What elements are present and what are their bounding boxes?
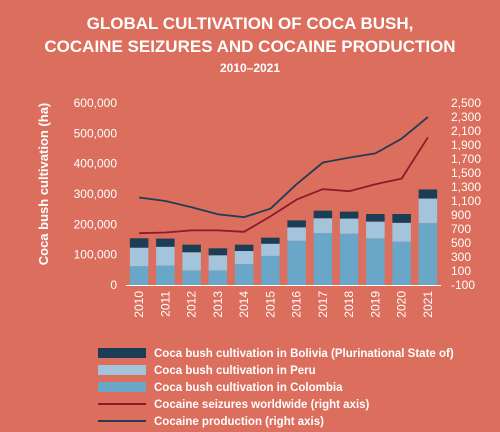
y2-tick-label-11: 2,100 bbox=[451, 124, 481, 138]
bar-2-2010 bbox=[129, 238, 149, 248]
bar-1-2011 bbox=[156, 246, 175, 266]
y2-tick-label-0: -100 bbox=[451, 278, 475, 292]
bar-1-2018 bbox=[339, 218, 359, 234]
x-tick-label-2015: 2015 bbox=[263, 291, 277, 318]
legend-label-1: Coca bush cultivation in Peru bbox=[154, 365, 316, 377]
y2-tick-label-13: 2,500 bbox=[451, 96, 481, 110]
bar-0-2011 bbox=[156, 265, 175, 285]
y2-tick-label-5: 900 bbox=[451, 208, 471, 222]
bar-2-2014 bbox=[234, 244, 254, 252]
bar-0-2019 bbox=[366, 238, 385, 285]
legend-swatch-0 bbox=[98, 348, 146, 358]
line-series-1 bbox=[138, 116, 429, 219]
bar-1-2017 bbox=[313, 218, 333, 234]
bar-2-2019 bbox=[366, 214, 385, 222]
y-axis-title: Coca bush cultivation (ha) bbox=[36, 103, 51, 266]
bar-2-2020 bbox=[392, 214, 411, 223]
legend-label-3: Cocaine seizures worldwide (right axis) bbox=[154, 399, 370, 411]
bar-2-2018 bbox=[339, 211, 359, 219]
bar-0-2012 bbox=[182, 270, 201, 285]
bar-1-2019 bbox=[366, 221, 385, 239]
legend: Coca bush cultivation in Bolivia (Plurin… bbox=[98, 348, 454, 428]
bar-2-2017 bbox=[313, 210, 333, 219]
bar-2-2013 bbox=[208, 248, 228, 256]
y-tick-label-1: 100,000 bbox=[74, 248, 118, 262]
chart-subtitle: 2010–2021 bbox=[220, 61, 280, 75]
bar-0-2016 bbox=[287, 240, 306, 285]
bar-1-2014 bbox=[234, 251, 254, 265]
x-tick-label-2014: 2014 bbox=[237, 291, 251, 318]
bar-2-2015 bbox=[261, 237, 280, 244]
bar-1-2015 bbox=[261, 243, 280, 256]
x-tick-label-2013: 2013 bbox=[211, 291, 225, 318]
bar-1-2021 bbox=[418, 198, 438, 224]
x-tick-label-2011: 2011 bbox=[158, 291, 172, 317]
bar-0-2013 bbox=[208, 270, 228, 285]
y2-tick-label-8: 1,500 bbox=[451, 166, 481, 180]
bar-1-2016 bbox=[287, 227, 306, 241]
y-tick-label-0: 0 bbox=[110, 278, 117, 292]
bar-2-2012 bbox=[182, 244, 201, 253]
x-tick-label-2021: 2021 bbox=[421, 291, 435, 318]
legend-swatch-1 bbox=[98, 365, 146, 375]
bar-0-2015 bbox=[261, 255, 280, 285]
legend-label-4: Cocaine production (right axis) bbox=[154, 416, 324, 428]
legend-label-2: Coca bush cultivation in Colombia bbox=[154, 382, 343, 394]
x-tick-label-2012: 2012 bbox=[185, 291, 199, 318]
x-tick-label-2019: 2019 bbox=[368, 291, 382, 318]
y2-tick-label-12: 2,300 bbox=[451, 110, 481, 124]
y-tick-label-3: 300,000 bbox=[74, 187, 118, 201]
x-tick-label-2016: 2016 bbox=[290, 291, 304, 318]
bar-0-2010 bbox=[129, 266, 149, 285]
y2-tick-label-7: 1,300 bbox=[451, 180, 481, 194]
bar-0-2020 bbox=[392, 241, 411, 285]
bar-0-2021 bbox=[418, 223, 438, 285]
line-series-0 bbox=[139, 136, 429, 235]
x-tick-label-2010: 2010 bbox=[132, 291, 146, 318]
bar-1-2010 bbox=[129, 247, 149, 267]
x-tick-label-2020: 2020 bbox=[395, 291, 409, 318]
bar-0-2014 bbox=[234, 264, 254, 285]
legend-swatch-2 bbox=[98, 382, 146, 392]
y2-tick-label-4: 700 bbox=[451, 222, 471, 236]
y2-tick-label-9: 1,700 bbox=[451, 152, 481, 166]
y2-tick-label-3: 500 bbox=[451, 236, 471, 250]
chart-title-line-2: COCAINE SEIZURES AND COCAINE PRODUCTION bbox=[44, 37, 455, 56]
legend-label-0: Coca bush cultivation in Bolivia (Plurin… bbox=[154, 348, 454, 360]
bar-1-2020 bbox=[392, 222, 411, 242]
x-tick-label-2017: 2017 bbox=[316, 291, 330, 318]
y-tick-label-4: 400,000 bbox=[74, 157, 118, 171]
plot-area: 0 100,000 200,000 300,000 400,000 500,000 600,… bbox=[74, 96, 482, 318]
bar-2-2016 bbox=[287, 220, 306, 228]
x-tick-label-2018: 2018 bbox=[342, 291, 356, 318]
bar-0-2018 bbox=[339, 233, 359, 285]
bar-0-2017 bbox=[313, 233, 333, 285]
bar-1-2013 bbox=[208, 255, 228, 271]
y2-tick-label-6: 1,100 bbox=[451, 194, 481, 208]
y-tick-label-6: 600,000 bbox=[74, 96, 118, 110]
bar-2-2011 bbox=[156, 238, 175, 247]
bar-2-2021 bbox=[418, 189, 438, 199]
y-tick-label-2: 200,000 bbox=[74, 217, 118, 231]
y-tick-label-5: 500,000 bbox=[74, 126, 118, 140]
chart-title-line-1: GLOBAL CULTIVATION OF COCA BUSH, bbox=[87, 14, 414, 33]
y2-tick-label-2: 300 bbox=[451, 250, 471, 264]
y2-tick-label-1: 100 bbox=[451, 264, 471, 278]
bar-1-2012 bbox=[182, 252, 201, 271]
y2-tick-label-10: 1,900 bbox=[451, 138, 481, 152]
